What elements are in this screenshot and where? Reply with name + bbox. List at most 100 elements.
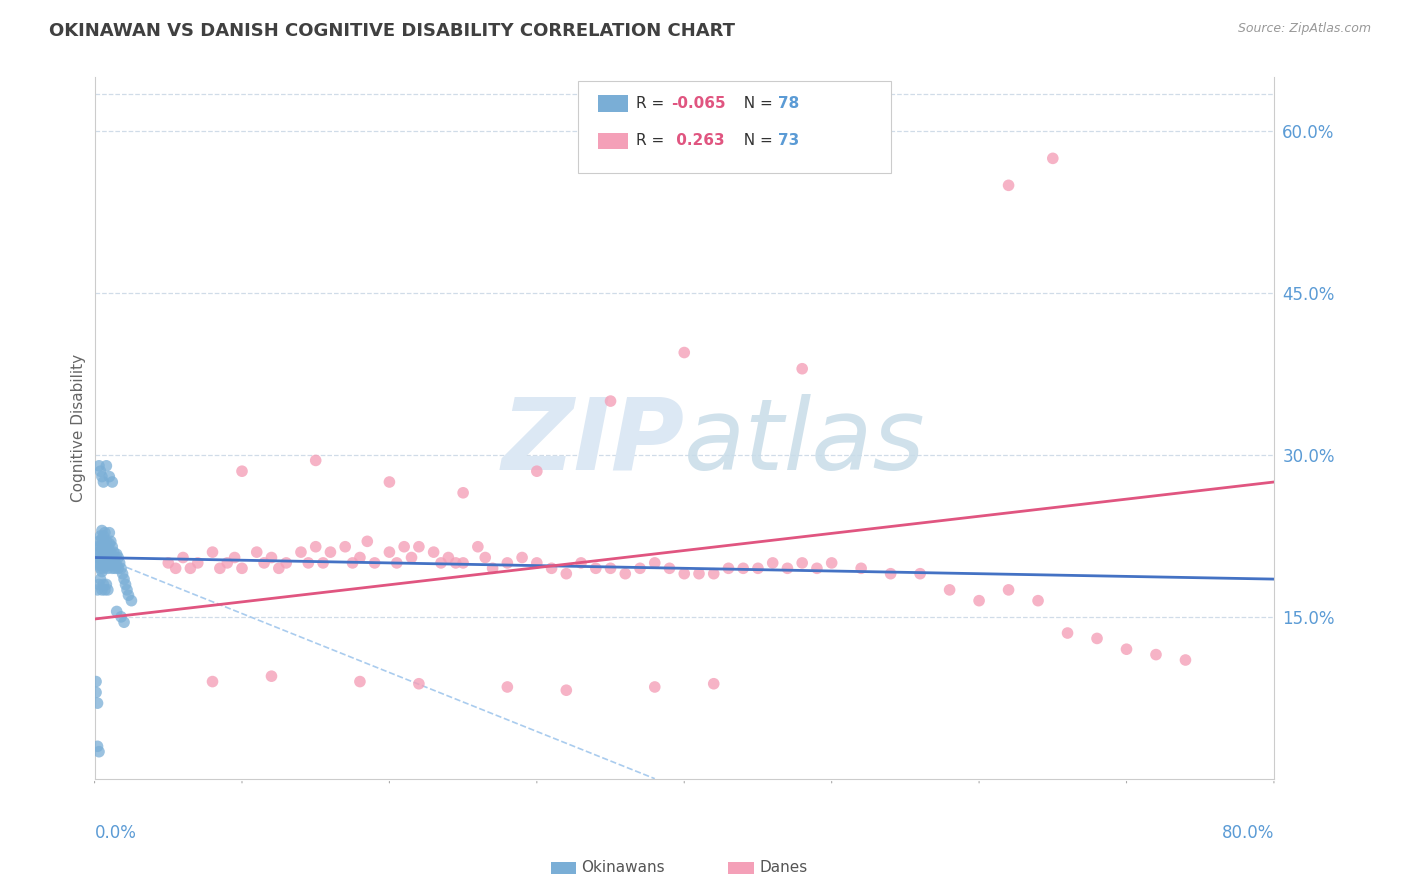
Point xyxy=(938,582,960,597)
Point xyxy=(94,558,117,572)
Point xyxy=(187,556,209,570)
Point xyxy=(821,556,844,570)
Point xyxy=(569,556,592,570)
Point xyxy=(93,529,115,543)
Text: R =: R = xyxy=(636,134,669,148)
Point xyxy=(87,577,110,591)
Point xyxy=(733,561,755,575)
Point xyxy=(849,561,872,575)
Point xyxy=(110,561,132,575)
Point xyxy=(231,561,253,575)
Point xyxy=(86,696,108,710)
Point xyxy=(1042,152,1064,166)
Point xyxy=(98,469,121,483)
Point xyxy=(105,558,128,572)
Point xyxy=(599,394,621,409)
Point xyxy=(1144,648,1167,662)
Point xyxy=(96,458,118,473)
Point xyxy=(585,561,607,575)
Point xyxy=(105,547,128,561)
Point xyxy=(526,556,548,570)
Point xyxy=(93,561,115,575)
Text: OKINAWAN VS DANISH COGNITIVE DISABILITY CORRELATION CHART: OKINAWAN VS DANISH COGNITIVE DISABILITY … xyxy=(49,22,735,40)
Point xyxy=(312,556,335,570)
Point xyxy=(89,561,111,575)
Point xyxy=(496,680,519,694)
Point xyxy=(356,534,378,549)
Text: Danes: Danes xyxy=(759,861,807,875)
Point xyxy=(103,545,125,559)
Point xyxy=(451,485,474,500)
Point xyxy=(401,550,423,565)
Point xyxy=(93,577,115,591)
Text: 73: 73 xyxy=(778,134,799,148)
Point xyxy=(98,536,121,550)
Point xyxy=(87,545,110,559)
Text: 80.0%: 80.0% xyxy=(1222,824,1274,842)
Point xyxy=(967,593,990,607)
Point xyxy=(879,566,901,581)
Point xyxy=(201,674,224,689)
Point xyxy=(997,582,1019,597)
Point xyxy=(201,545,224,559)
Point xyxy=(107,550,129,565)
Point xyxy=(91,543,114,558)
Point xyxy=(100,545,122,559)
Point xyxy=(555,566,578,581)
Point xyxy=(94,536,117,550)
Point xyxy=(1056,626,1078,640)
Point xyxy=(658,561,681,575)
Point xyxy=(86,582,108,597)
Point xyxy=(86,556,108,570)
Point xyxy=(98,547,121,561)
Point xyxy=(89,529,111,543)
Point xyxy=(208,561,231,575)
Point xyxy=(100,534,122,549)
Point xyxy=(747,561,769,575)
Point xyxy=(319,545,342,559)
Point xyxy=(112,615,135,630)
Point xyxy=(378,545,401,559)
Point xyxy=(481,561,503,575)
Point xyxy=(108,556,131,570)
Text: 78: 78 xyxy=(778,96,799,111)
Point xyxy=(474,550,496,565)
Point xyxy=(87,558,110,572)
Point xyxy=(101,550,124,565)
Point xyxy=(260,550,283,565)
Point xyxy=(717,561,740,575)
Point xyxy=(97,582,120,597)
Point xyxy=(762,556,785,570)
Point xyxy=(91,532,114,546)
Point xyxy=(97,561,120,575)
Text: 0.0%: 0.0% xyxy=(94,824,136,842)
Point xyxy=(385,556,408,570)
Point xyxy=(224,550,246,565)
Point xyxy=(94,525,117,540)
Point xyxy=(101,561,124,575)
Point xyxy=(120,593,142,607)
Point xyxy=(305,540,328,554)
Point xyxy=(103,556,125,570)
Point xyxy=(179,561,201,575)
Point xyxy=(84,550,107,565)
Point xyxy=(93,550,115,565)
Point xyxy=(776,561,799,575)
Text: N =: N = xyxy=(734,96,778,111)
Point xyxy=(349,674,371,689)
Point xyxy=(267,561,290,575)
Point xyxy=(115,582,138,597)
Point xyxy=(87,534,110,549)
Text: Source: ZipAtlas.com: Source: ZipAtlas.com xyxy=(1237,22,1371,36)
Text: 0.263: 0.263 xyxy=(671,134,724,148)
Point xyxy=(408,677,430,691)
Point xyxy=(91,469,114,483)
Point xyxy=(555,683,578,698)
Point xyxy=(96,556,118,570)
Point xyxy=(628,561,651,575)
Point xyxy=(246,545,269,559)
Point xyxy=(614,566,637,581)
Point xyxy=(673,566,696,581)
Point xyxy=(437,550,460,565)
Point xyxy=(422,545,444,559)
